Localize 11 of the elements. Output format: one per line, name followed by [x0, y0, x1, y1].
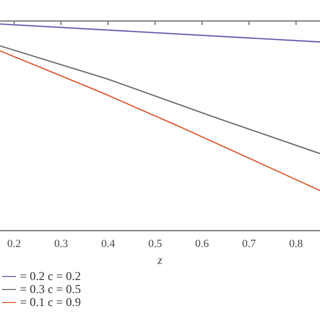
x-tick-label: 0.6: [195, 238, 210, 250]
legend-label: = 0.1 c = 0.9: [20, 295, 81, 309]
x-tick-label: 0.5: [148, 238, 162, 250]
x-tick-label: 0.2: [7, 238, 21, 250]
x-tick-label: 0.3: [54, 238, 68, 250]
x-tick-label: 0.8: [289, 238, 304, 250]
x-tick-label: 0.4: [101, 238, 116, 250]
legend-label: = 0.2 c = 0.2: [20, 269, 81, 283]
x-axis-title: z: [156, 252, 163, 267]
x-tick-label: 0.7: [242, 238, 256, 250]
legend-label: = 0.3 c = 0.5: [20, 282, 81, 296]
